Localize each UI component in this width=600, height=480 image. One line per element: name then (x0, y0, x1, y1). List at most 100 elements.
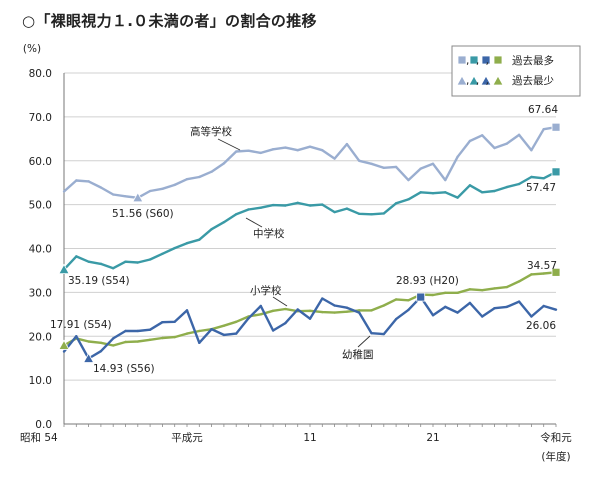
data-point (210, 328, 213, 331)
data-point (235, 332, 238, 335)
data-point (333, 311, 336, 314)
data-point (530, 273, 533, 276)
annotation-label: 17.91 (S54) (50, 319, 112, 331)
y-tick-label: 80.0 (29, 68, 52, 80)
data-point (530, 149, 533, 152)
data-point (345, 142, 349, 146)
data-point (505, 285, 508, 289)
legend-square-icon (493, 55, 503, 65)
legend-box (451, 45, 581, 97)
data-point (394, 298, 398, 301)
data-point (161, 252, 164, 255)
y-axis-label: (%) (23, 43, 41, 55)
record-markers (58, 122, 561, 363)
data-point (321, 149, 324, 152)
data-point (358, 159, 361, 162)
data-point (62, 190, 66, 193)
legend-label: 過去最少 (512, 75, 554, 87)
data-point (75, 179, 78, 182)
x-axis-label: (年度) (541, 450, 570, 463)
data-point (505, 305, 508, 309)
data-point (87, 260, 90, 263)
y-tick-label: 40.0 (29, 244, 52, 256)
annotation-label: 28.93 (H20) (396, 275, 459, 287)
data-point (235, 320, 238, 323)
data-point (198, 238, 201, 241)
data-point (112, 267, 115, 270)
data-point (394, 165, 398, 169)
data-point (271, 329, 275, 332)
data-point (259, 206, 262, 209)
data-point (185, 332, 189, 335)
data-point (382, 332, 385, 336)
data-point (235, 213, 238, 216)
data-point (148, 258, 152, 261)
data-point (124, 195, 127, 198)
data-point (481, 288, 484, 292)
data-point (419, 167, 422, 170)
data-point (481, 134, 484, 137)
data-point (431, 313, 435, 317)
data-point (493, 146, 496, 150)
data-point (530, 315, 533, 318)
annotation-label: 小学校 (250, 284, 282, 297)
data-point (112, 344, 115, 347)
data-point (136, 340, 139, 343)
y-tick-label: 70.0 (29, 112, 52, 124)
data-point (161, 321, 164, 324)
data-point (358, 311, 361, 314)
data-point (517, 182, 521, 186)
data-point (333, 304, 336, 307)
data-point (517, 280, 521, 283)
annotation-label: 高等学校 (190, 125, 232, 138)
y-tick-label: 30.0 (29, 287, 52, 299)
data-point (407, 299, 410, 302)
max-marker (416, 292, 426, 302)
data-point (431, 192, 435, 195)
legend-square-icon (457, 55, 467, 65)
data-point (124, 340, 127, 344)
data-point (210, 227, 213, 231)
data-point (87, 180, 90, 183)
data-point (296, 149, 299, 152)
data-point (333, 157, 336, 160)
data-point (444, 178, 447, 182)
data-point (308, 145, 312, 148)
data-point (468, 184, 472, 187)
data-point (456, 291, 459, 295)
data-point (444, 191, 447, 194)
data-point (259, 151, 262, 155)
data-point (271, 148, 275, 151)
legend-separators: ,,, (466, 75, 496, 87)
data-point (370, 331, 373, 335)
data-point (308, 309, 312, 313)
x-tick-label: 令和元 (540, 431, 572, 444)
data-point (99, 349, 103, 353)
legend-triangle-icon (480, 75, 492, 86)
data-point (542, 272, 545, 275)
data-point (542, 127, 545, 131)
data-point (456, 155, 459, 159)
data-point (481, 191, 484, 194)
x-tick-label: 21 (426, 432, 439, 444)
max-marker (551, 122, 561, 132)
legend-triangle-icon (492, 75, 504, 86)
series-line-3 (63, 295, 557, 360)
data-point (493, 306, 496, 310)
data-point (148, 189, 152, 193)
min-marker (58, 339, 70, 350)
data-point (210, 170, 213, 173)
data-point (62, 350, 66, 353)
annotation-label: 34.57 (527, 260, 557, 272)
data-point (456, 311, 459, 314)
data-point (99, 186, 103, 189)
data-point (75, 335, 78, 338)
data-point (407, 308, 410, 312)
data-point (124, 260, 127, 263)
data-point (284, 321, 287, 325)
y-tick-label: 0.0 (35, 419, 52, 431)
legend-label: 過去最多 (512, 54, 554, 67)
data-point (198, 341, 201, 345)
data-point (431, 293, 435, 297)
data-point (173, 246, 176, 250)
